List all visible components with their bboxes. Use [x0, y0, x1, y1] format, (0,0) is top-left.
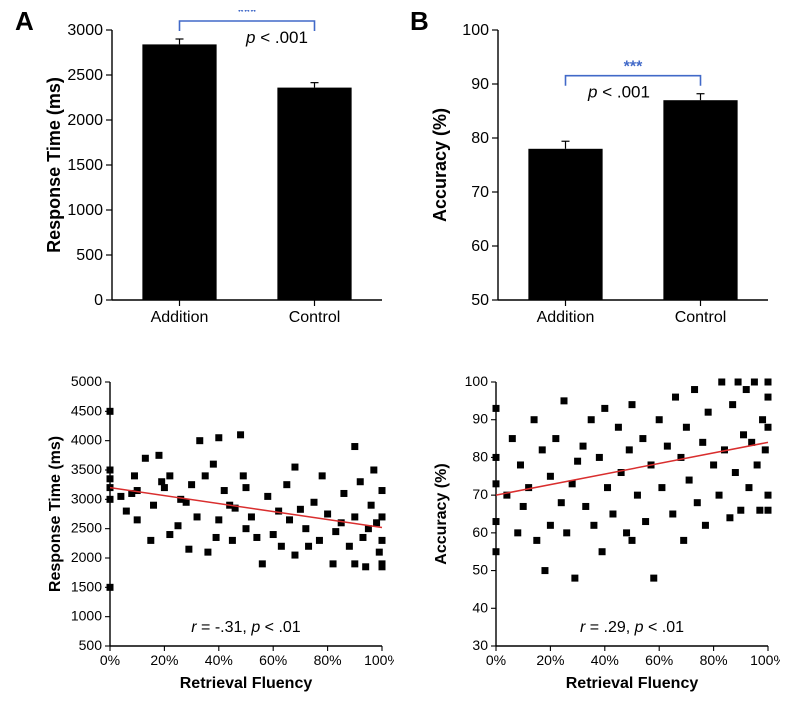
- svg-text:0%: 0%: [100, 652, 120, 668]
- svg-text:80: 80: [471, 130, 489, 147]
- svg-text:Control: Control: [289, 309, 341, 326]
- svg-text:2000: 2000: [67, 112, 103, 129]
- svg-text:Control: Control: [675, 309, 727, 326]
- svg-text:500: 500: [76, 247, 103, 264]
- svg-text:Retrieval Fluency: Retrieval Fluency: [566, 675, 699, 692]
- svg-text:90: 90: [471, 76, 489, 93]
- svg-text:1500: 1500: [71, 578, 102, 594]
- panel-b-bar-chart: 50 60 70 80 90 100 Accuracy (%) Addition Control…: [430, 10, 780, 340]
- svg-text:2500: 2500: [67, 67, 103, 84]
- svg-text:p < .001: p < .001: [245, 28, 308, 47]
- svg-text:***: ***: [238, 10, 257, 21]
- svg-text:Response Time (ms): Response Time (ms): [47, 436, 64, 592]
- svg-text:1000: 1000: [67, 202, 103, 219]
- svg-text:80: 80: [472, 448, 488, 464]
- svg-text:20%: 20%: [536, 652, 564, 668]
- svg-text:0: 0: [94, 292, 103, 309]
- svg-text:20%: 20%: [150, 652, 178, 668]
- svg-text:Addition: Addition: [537, 309, 595, 326]
- svg-text:Retrieval Fluency: Retrieval Fluency: [180, 675, 313, 692]
- panel-a-bar-chart: 0 500 1000 1500 2000 2500 3000 Response Time (m…: [44, 10, 394, 340]
- svg-text:100: 100: [462, 22, 489, 39]
- svg-text:50: 50: [471, 292, 489, 309]
- svg-text:1000: 1000: [71, 608, 102, 624]
- svg-text:500: 500: [79, 637, 103, 653]
- svg-text:***: ***: [624, 59, 643, 76]
- panel-a-label: A: [15, 6, 34, 37]
- svg-text:60: 60: [472, 524, 488, 540]
- svg-text:Accuracy (%): Accuracy (%): [430, 108, 450, 222]
- svg-text:40%: 40%: [205, 652, 233, 668]
- svg-text:40%: 40%: [591, 652, 619, 668]
- svg-text:3000: 3000: [71, 490, 102, 506]
- svg-text:100: 100: [465, 373, 489, 389]
- svg-text:30: 30: [472, 637, 488, 653]
- svg-text:80%: 80%: [700, 652, 728, 668]
- svg-text:90: 90: [472, 411, 488, 427]
- svg-text:4500: 4500: [71, 402, 102, 418]
- svg-text:100%: 100%: [364, 652, 394, 668]
- svg-text:70: 70: [471, 184, 489, 201]
- svg-text:60: 60: [471, 238, 489, 255]
- svg-text:100%: 100%: [750, 652, 780, 668]
- svg-text:2500: 2500: [71, 520, 102, 536]
- panel-b-scatter-chart: 30 40 50 60 70 80 90 100 0% 20% 40% 60% 80% 100% Accur…: [430, 372, 780, 702]
- svg-text:p < .001: p < .001: [587, 83, 650, 102]
- svg-text:Accuracy (%): Accuracy (%): [433, 463, 450, 564]
- figure-container: A B 0 500 1000 1500 2000 2500 3000 Response Tim…: [0, 0, 800, 721]
- svg-text:60%: 60%: [259, 652, 287, 668]
- svg-text:4000: 4000: [71, 432, 102, 448]
- svg-text:50: 50: [472, 562, 488, 578]
- svg-text:3500: 3500: [71, 461, 102, 477]
- svg-text:3000: 3000: [67, 22, 103, 39]
- svg-text:1500: 1500: [67, 157, 103, 174]
- panel-a-scatter-chart: 500 1000 1500 2000 2500 3000 3500 4000 4500 5000 0…: [44, 372, 394, 702]
- svg-text:5000: 5000: [71, 373, 102, 389]
- svg-text:r = -.31, p < .01: r = -.31, p < .01: [191, 619, 301, 636]
- svg-text:40: 40: [472, 599, 488, 615]
- svg-text:70: 70: [472, 486, 488, 502]
- svg-text:r = .29, p < .01: r = .29, p < .01: [580, 619, 684, 636]
- svg-text:Response Time (ms): Response Time (ms): [44, 77, 64, 253]
- svg-text:0%: 0%: [486, 652, 506, 668]
- svg-text:60%: 60%: [645, 652, 673, 668]
- svg-text:Addition: Addition: [151, 309, 209, 326]
- svg-text:2000: 2000: [71, 549, 102, 565]
- panel-b-label: B: [410, 6, 429, 37]
- svg-text:80%: 80%: [314, 652, 342, 668]
